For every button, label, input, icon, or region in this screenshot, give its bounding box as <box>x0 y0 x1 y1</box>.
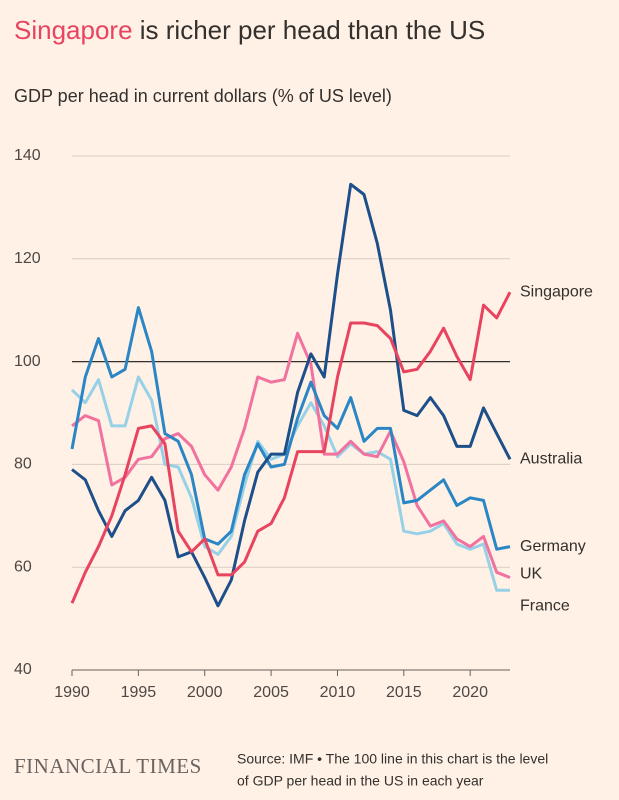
y-tick-label: 100 <box>14 353 41 370</box>
series-label: Germany <box>520 538 586 555</box>
chart-subtitle: GDP per head in current dollars (% of US… <box>14 86 392 106</box>
x-tick-label: 1990 <box>54 684 90 701</box>
series-label: France <box>520 598 570 615</box>
series-label: Australia <box>520 450 582 467</box>
x-tick-label: 2020 <box>452 684 488 701</box>
source: of GDP per head in the US in each year <box>237 773 484 789</box>
y-tick-label: 60 <box>14 558 32 575</box>
x-tick-label: 2015 <box>386 684 422 701</box>
series-label: Singapore <box>520 283 593 300</box>
y-tick-label: 140 <box>14 147 41 164</box>
title-highlight: Singapore <box>14 15 133 45</box>
x-tick-label: 2005 <box>253 684 289 701</box>
y-tick-label: 120 <box>14 250 41 267</box>
x-tick-label: 2010 <box>320 684 356 701</box>
source: Source: IMF • The 100 line in this chart… <box>237 751 548 767</box>
series-line <box>71 331 511 579</box>
series-line <box>70 306 511 551</box>
y-tick-label: 40 <box>14 661 32 678</box>
chart-title: Singapore is richer per head than the US <box>14 15 485 45</box>
logo: FINANCIAL TIMES <box>14 754 202 778</box>
x-tick-label: 2000 <box>187 684 223 701</box>
series-line <box>70 291 512 604</box>
x-tick-label: 1995 <box>121 684 157 701</box>
series-line <box>71 182 512 608</box>
y-tick-label: 80 <box>14 456 32 473</box>
series-label: UK <box>520 566 543 583</box>
title-rest: is richer per head than the US <box>133 15 486 45</box>
